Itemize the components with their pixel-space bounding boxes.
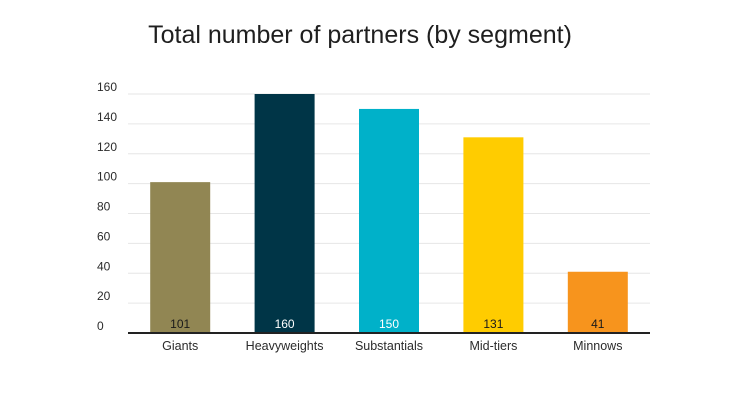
y-tick-label: 140 xyxy=(97,110,117,124)
data-label: 41 xyxy=(591,317,605,331)
x-tick-label: Giants xyxy=(162,339,198,353)
data-labels: 101 160 150 131 41 xyxy=(170,317,605,331)
x-tick-label: Mid-tiers xyxy=(469,339,517,353)
bar xyxy=(150,182,211,333)
bar xyxy=(463,137,524,333)
data-label: 160 xyxy=(275,317,295,331)
data-label: 131 xyxy=(483,317,503,331)
x-axis-tick-labels: Giants Heavyweights Substantials Mid-tiers M… xyxy=(162,339,622,353)
chart-title: Total number of partners (by segment) xyxy=(148,21,572,49)
y-tick-label: 100 xyxy=(97,170,117,184)
y-tick-label: 60 xyxy=(97,229,111,243)
x-tick-label: Heavyweights xyxy=(246,339,324,353)
bars xyxy=(150,94,628,333)
bar xyxy=(567,271,628,333)
y-tick-label: 20 xyxy=(97,289,111,303)
y-tick-label: 40 xyxy=(97,259,111,273)
x-tick-label: Minnows xyxy=(573,339,622,353)
y-tick-label: 120 xyxy=(97,140,117,154)
data-label: 150 xyxy=(379,317,399,331)
y-tick-label: 80 xyxy=(97,200,111,214)
data-label: 101 xyxy=(170,317,190,331)
x-tick-label: Substantials xyxy=(355,339,423,353)
y-axis-tick-labels: 0 20 40 60 80 100 120 140 160 xyxy=(97,80,117,333)
y-tick-label: 0 xyxy=(97,319,104,333)
bar xyxy=(254,94,315,333)
bar xyxy=(359,108,419,333)
y-tick-label: 160 xyxy=(97,80,117,94)
